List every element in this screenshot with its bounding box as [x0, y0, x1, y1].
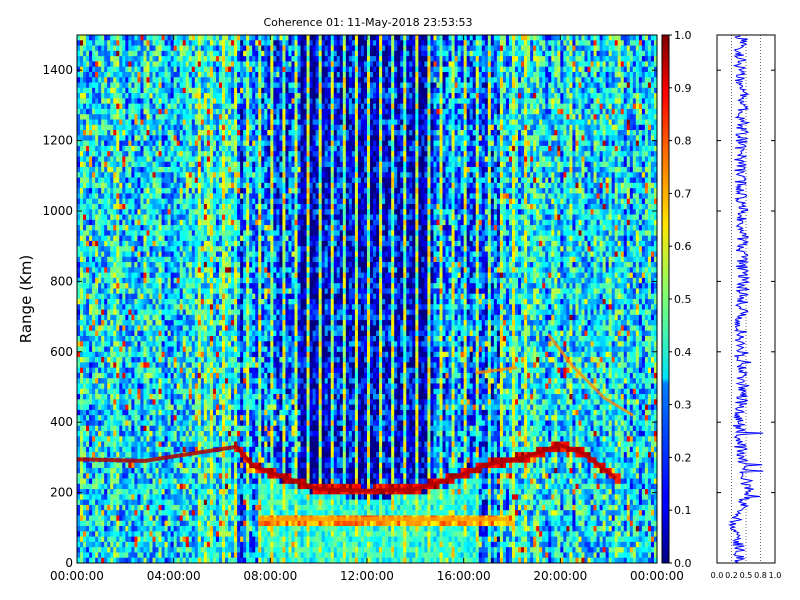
profile-x-tick-label: 0.0 [711, 571, 724, 580]
colorbar-ticks: 0.0 0.1 0.2 0.3 0.4 0.5 0.6 0.7 0.8 0.9 1.0 [669, 29, 692, 570]
x-tick-label: 12:00:00 [340, 569, 394, 583]
x-tick-label: 08:00:00 [243, 569, 297, 583]
heatmap-features [77, 333, 634, 521]
profile-line [728, 35, 764, 563]
x-axis-ticks: 00:00:00 04:00:00 08:00:00 12:00:00 16:00:00… [50, 35, 684, 583]
y-tick-label: 600 [50, 345, 73, 359]
x-tick-label: 04:00:00 [147, 569, 201, 583]
profile-x-tick-label: 0.5 [740, 571, 753, 580]
weak-trace [475, 366, 517, 375]
profile-ticks: 0.0 0.2 0.5 0.8 1.0 [711, 69, 782, 580]
colorbar-tick-label: 1.0 [674, 29, 692, 42]
y-tick-label: 0 [65, 556, 73, 570]
colorbar-tick-label: 0.9 [674, 82, 692, 95]
colorbar-tick-label: 0.7 [674, 187, 692, 200]
weak-trace [547, 333, 634, 417]
colorbar-tick-label: 0.0 [674, 557, 692, 570]
colorbar-tick-label: 0.6 [674, 240, 692, 253]
colorbar-tick-label: 0.8 [674, 135, 692, 148]
colorbar [661, 34, 670, 564]
x-tick-label: 00:00:00 [50, 569, 104, 583]
y-axis-ticks: 0 200 400 600 800 1000 1200 1400 [42, 63, 657, 570]
colorbar-tick-label: 0.1 [674, 504, 692, 517]
colorbar-tick-label: 0.3 [674, 399, 692, 412]
profile-gridlines [731, 35, 761, 563]
colorbar-tick-label: 0.2 [674, 451, 692, 464]
colorbar-tick-label: 0.4 [674, 346, 692, 359]
heatmap-cells [77, 35, 657, 563]
profile-x-tick-label: 0.8 [754, 571, 767, 580]
profile-x-tick-label: 1.0 [769, 571, 782, 580]
x-tick-label: 00:00:00 [630, 569, 684, 583]
x-tick-label: 16:00:00 [437, 569, 491, 583]
coherence-trace [77, 442, 618, 493]
y-tick-label: 400 [50, 415, 73, 429]
chart-title: Coherence 01: 11-May-2018 23:53:53 [263, 16, 472, 29]
colorbar-tick-label: 0.5 [674, 293, 692, 306]
y-axis-label: Range (Km) [17, 255, 35, 343]
y-tick-label: 200 [50, 486, 73, 500]
y-tick-label: 800 [50, 274, 73, 288]
profile-frame [716, 34, 776, 564]
y-tick-label: 1200 [42, 134, 73, 148]
y-tick-label: 1000 [42, 204, 73, 218]
y-tick-label: 1400 [42, 63, 73, 77]
x-tick-label: 20:00:00 [533, 569, 587, 583]
profile-x-tick-label: 0.2 [725, 571, 738, 580]
